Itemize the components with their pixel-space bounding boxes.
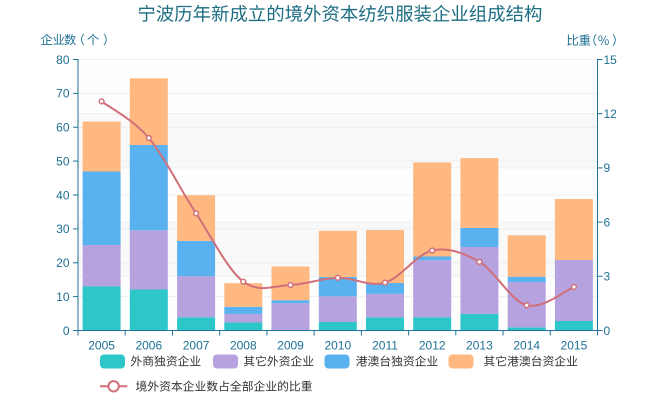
svg-text:15: 15	[604, 53, 618, 67]
svg-text:2005: 2005	[88, 339, 115, 353]
svg-text:6: 6	[604, 215, 611, 229]
svg-text:2015: 2015	[561, 339, 588, 353]
svg-text:9: 9	[604, 161, 611, 175]
svg-text:2012: 2012	[419, 339, 446, 353]
svg-text:2011: 2011	[372, 339, 398, 353]
svg-text:0: 0	[63, 324, 70, 338]
svg-text:50: 50	[56, 154, 70, 168]
svg-text:2009: 2009	[277, 339, 304, 353]
svg-text:0: 0	[604, 324, 611, 338]
svg-text:2007: 2007	[183, 339, 210, 353]
svg-text:80: 80	[56, 53, 70, 67]
svg-text:40: 40	[56, 188, 70, 202]
svg-text:20: 20	[56, 256, 70, 270]
svg-text:10: 10	[56, 290, 70, 304]
svg-text:3: 3	[604, 270, 611, 284]
svg-text:70: 70	[56, 87, 70, 101]
svg-text:2014: 2014	[513, 339, 540, 353]
svg-text:2006: 2006	[135, 339, 162, 353]
svg-text:60: 60	[56, 121, 70, 135]
svg-text:2010: 2010	[324, 339, 351, 353]
svg-text:12: 12	[604, 107, 618, 121]
svg-text:2013: 2013	[466, 339, 493, 353]
svg-text:30: 30	[56, 222, 70, 236]
svg-text:2008: 2008	[230, 339, 257, 353]
